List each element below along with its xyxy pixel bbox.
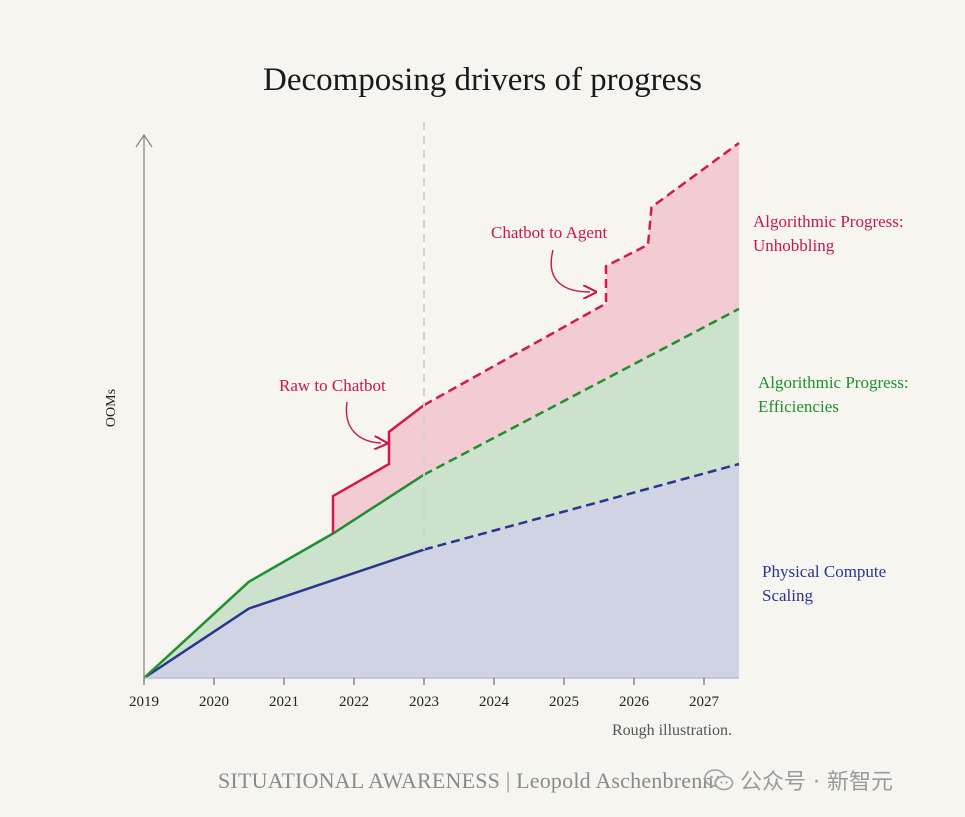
x-tick-label-2022: 2022 xyxy=(339,694,369,710)
fill-unhobbling xyxy=(333,143,739,534)
chart-title: Decomposing drivers of progress xyxy=(263,62,702,98)
line-efficiencies-dashed xyxy=(423,307,740,476)
x-tick-label-2026: 2026 xyxy=(619,694,650,710)
x-tick-label-2023: 2023 xyxy=(409,694,439,710)
label-efficiencies-line2: Efficiencies xyxy=(758,397,839,416)
line-physical-compute-dashed xyxy=(423,462,740,551)
arrow-chatbot-to-agent xyxy=(550,249,590,292)
line-efficiencies-solid xyxy=(143,473,425,679)
x-tick-label-2019: 2019 xyxy=(129,694,159,710)
y-axis-arrow xyxy=(135,133,153,148)
line-unhobbling-dashed xyxy=(423,141,740,407)
wechat-icon xyxy=(704,769,734,791)
label-unhobbling: Algorithmic Progress: Unhobbling xyxy=(753,210,904,258)
annotation-chatbot-to-agent: Chatbot to Agent xyxy=(491,223,608,242)
watermark: 公众号 · 新智元 xyxy=(704,764,893,796)
label-efficiencies: Algorithmic Progress: Efficiencies xyxy=(758,371,909,419)
label-physical-compute: Physical Compute Scaling xyxy=(762,560,886,608)
x-tick-label-2021: 2021 xyxy=(269,694,299,710)
x-tick-label-2024: 2024 xyxy=(479,694,510,710)
fill-physical-compute xyxy=(144,464,739,678)
x-tick-label-2025: 2025 xyxy=(549,694,579,710)
fill-efficiencies xyxy=(144,308,739,678)
rough-illustration-note: Rough illustration. xyxy=(612,722,732,739)
arrow-raw-to-chatbot xyxy=(345,401,381,443)
label-efficiencies-line1: Algorithmic Progress: xyxy=(758,373,909,392)
y-axis-label: OOMs xyxy=(104,389,119,427)
x-tick-label-2027: 2027 xyxy=(689,694,720,710)
line-unhobbling-solid xyxy=(331,404,425,534)
source-credit: SITUATIONAL AWARENESS | Leopold Aschenbr… xyxy=(218,768,732,793)
label-physical-line1: Physical Compute xyxy=(762,562,887,581)
x-tick-label-2020: 2020 xyxy=(199,694,229,710)
watermark-text: 公众号 · 新智元 xyxy=(740,770,893,795)
label-physical-line2: Scaling xyxy=(762,586,813,605)
label-unhobbling-line2: Unhobbling xyxy=(753,236,835,255)
line-physical-compute-solid xyxy=(143,548,425,680)
annotation-raw-to-chatbot: Raw to Chatbot xyxy=(279,376,386,395)
label-unhobbling-line1: Algorithmic Progress: xyxy=(753,212,904,231)
